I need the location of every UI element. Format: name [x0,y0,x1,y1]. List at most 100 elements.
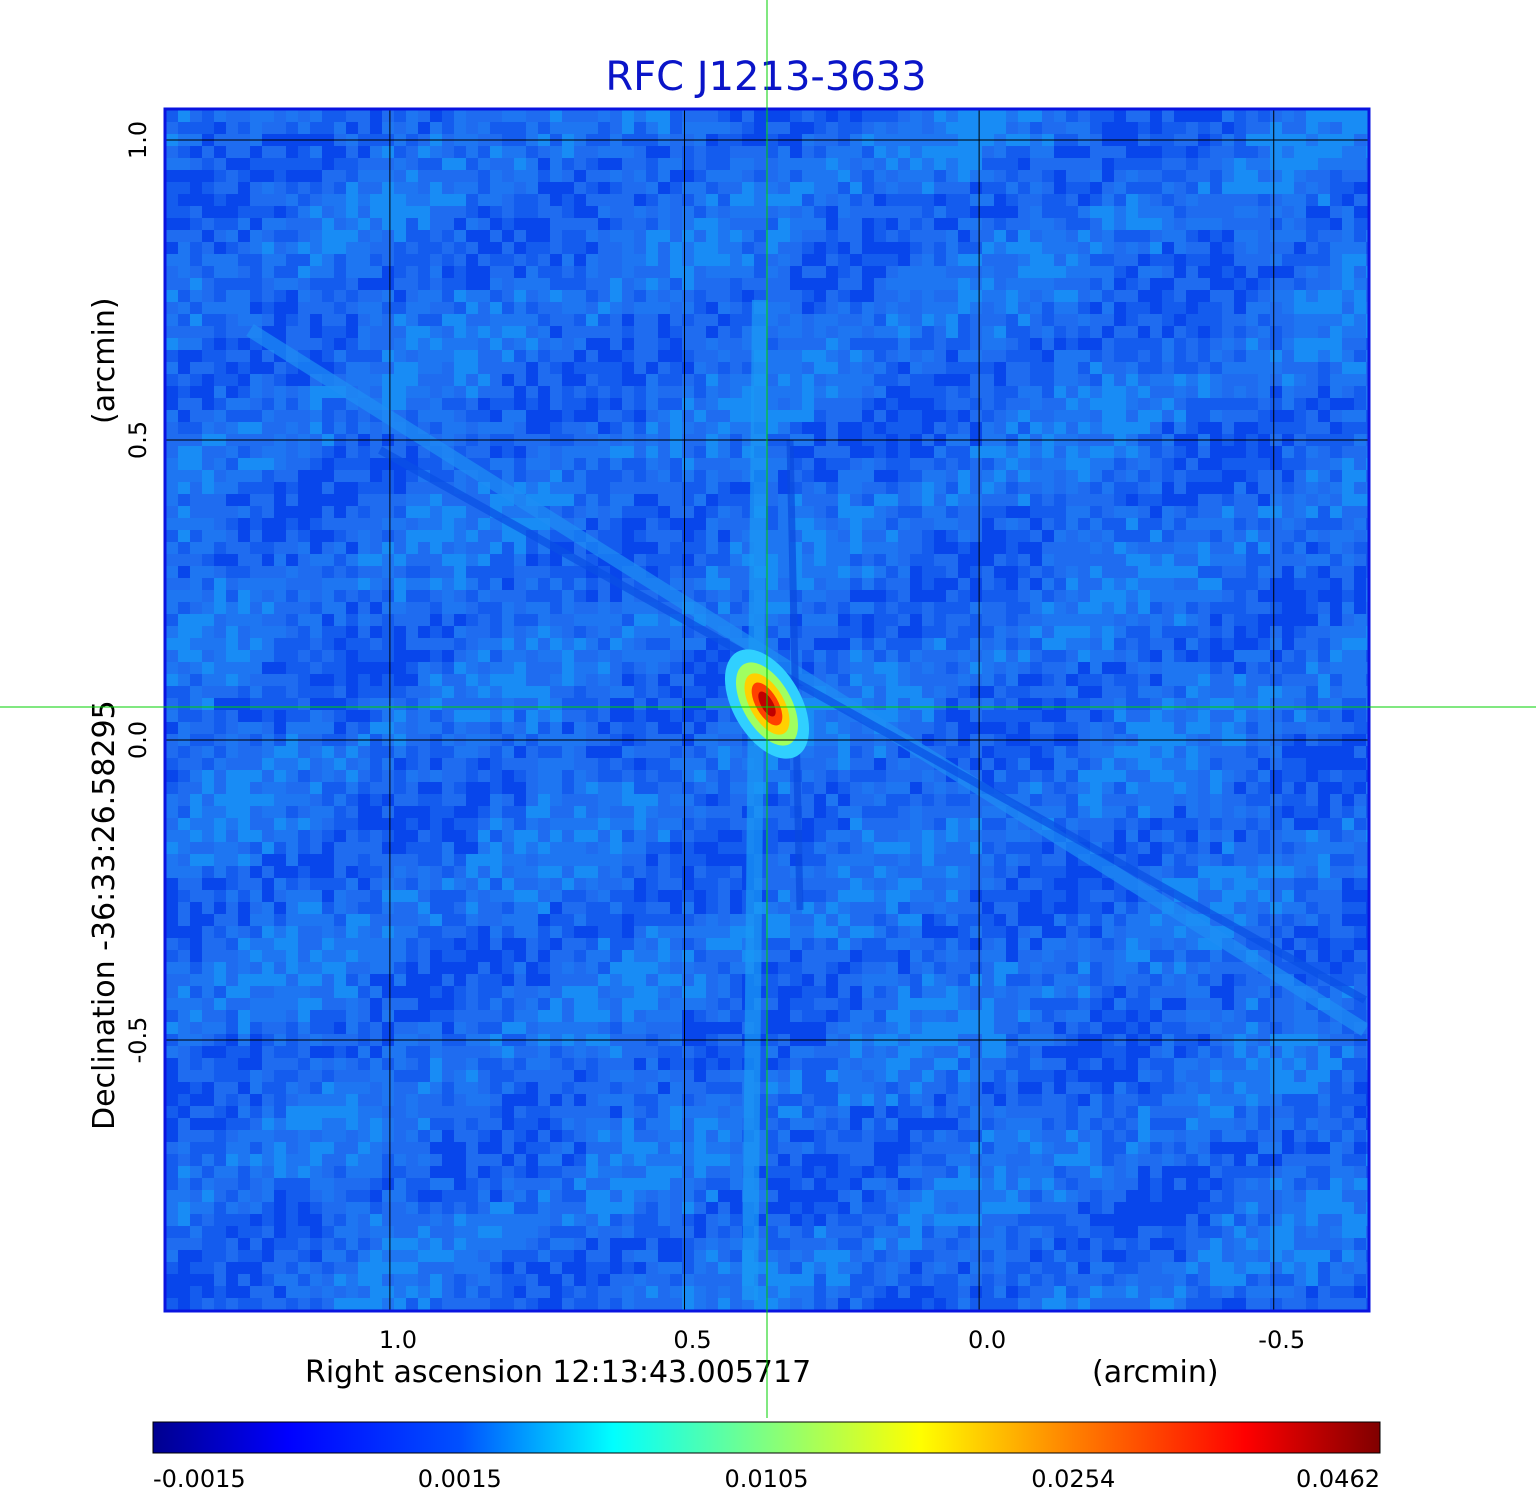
image-pixel [706,746,718,758]
image-pixel [934,410,946,422]
image-pixel [850,554,862,566]
image-pixel [418,158,430,170]
image-pixel [1042,386,1054,398]
image-pixel [778,590,790,602]
image-pixel [514,914,526,926]
image-pixel [226,242,238,254]
image-pixel [226,566,238,578]
image-pixel [430,890,442,902]
image-pixel [694,830,706,842]
image-pixel [1366,662,1368,674]
image-pixel [274,326,286,338]
image-pixel [166,614,178,626]
image-pixel [238,422,250,434]
image-pixel [1102,470,1114,482]
image-pixel [766,554,778,566]
image-pixel [706,194,718,206]
image-pixel [226,878,238,890]
image-pixel [574,770,586,782]
image-pixel [346,254,358,266]
image-pixel [1006,542,1018,554]
image-pixel [1066,566,1078,578]
image-pixel [214,398,226,410]
image-pixel [1078,266,1090,278]
image-pixel [250,686,262,698]
image-pixel [730,422,742,434]
image-pixel [322,446,334,458]
image-pixel [826,530,838,542]
image-pixel [1246,878,1258,890]
image-pixel [1354,878,1366,890]
image-pixel [670,242,682,254]
image-pixel [1270,290,1282,302]
image-pixel [370,194,382,206]
image-pixel [790,194,802,206]
image-pixel [502,554,514,566]
image-pixel [442,686,454,698]
image-pixel [1126,218,1138,230]
image-pixel [334,146,346,158]
image-pixel [790,386,802,398]
image-pixel [766,386,778,398]
image-pixel [862,638,874,650]
image-pixel [874,386,886,398]
image-pixel [178,926,190,938]
image-pixel [382,206,394,218]
image-pixel [514,110,526,122]
image-pixel [1330,446,1342,458]
image-pixel [874,806,886,818]
image-pixel [622,794,634,806]
image-pixel [1366,326,1368,338]
image-pixel [742,230,754,242]
image-pixel [898,314,910,326]
image-pixel [610,842,622,854]
image-pixel [502,350,514,362]
image-pixel [382,614,394,626]
image-pixel [1102,290,1114,302]
image-pixel [1342,494,1354,506]
image-pixel [1042,878,1054,890]
image-pixel [886,146,898,158]
image-pixel [694,566,706,578]
image-pixel [322,146,334,158]
image-pixel [898,266,910,278]
image-pixel [286,566,298,578]
image-pixel [706,386,718,398]
image-pixel [622,866,634,878]
image-pixel [946,662,958,674]
image-pixel [982,206,994,218]
image-pixel [922,158,934,170]
image-pixel [562,650,574,662]
image-pixel [586,902,598,914]
image-pixel [694,854,706,866]
image-pixel [298,590,310,602]
image-pixel [1342,278,1354,290]
image-pixel [454,662,466,674]
image-pixel [1294,758,1306,770]
image-pixel [850,446,862,458]
image-pixel [550,866,562,878]
image-pixel [1282,374,1294,386]
image-pixel [442,830,454,842]
image-pixel [1126,158,1138,170]
image-pixel [322,422,334,434]
image-pixel [1162,518,1174,530]
image-pixel [622,938,634,950]
image-pixel [718,110,730,122]
image-pixel [370,758,382,770]
image-pixel [478,830,490,842]
image-pixel [934,782,946,794]
image-pixel [370,374,382,386]
image-pixel [814,914,826,926]
image-pixel [1006,842,1018,854]
image-pixel [970,170,982,182]
image-pixel [910,566,922,578]
image-pixel [310,806,322,818]
image-pixel [310,542,322,554]
image-pixel [634,758,646,770]
image-pixel [358,266,370,278]
image-pixel [190,590,202,602]
image-pixel [334,158,346,170]
image-pixel [1366,230,1368,242]
